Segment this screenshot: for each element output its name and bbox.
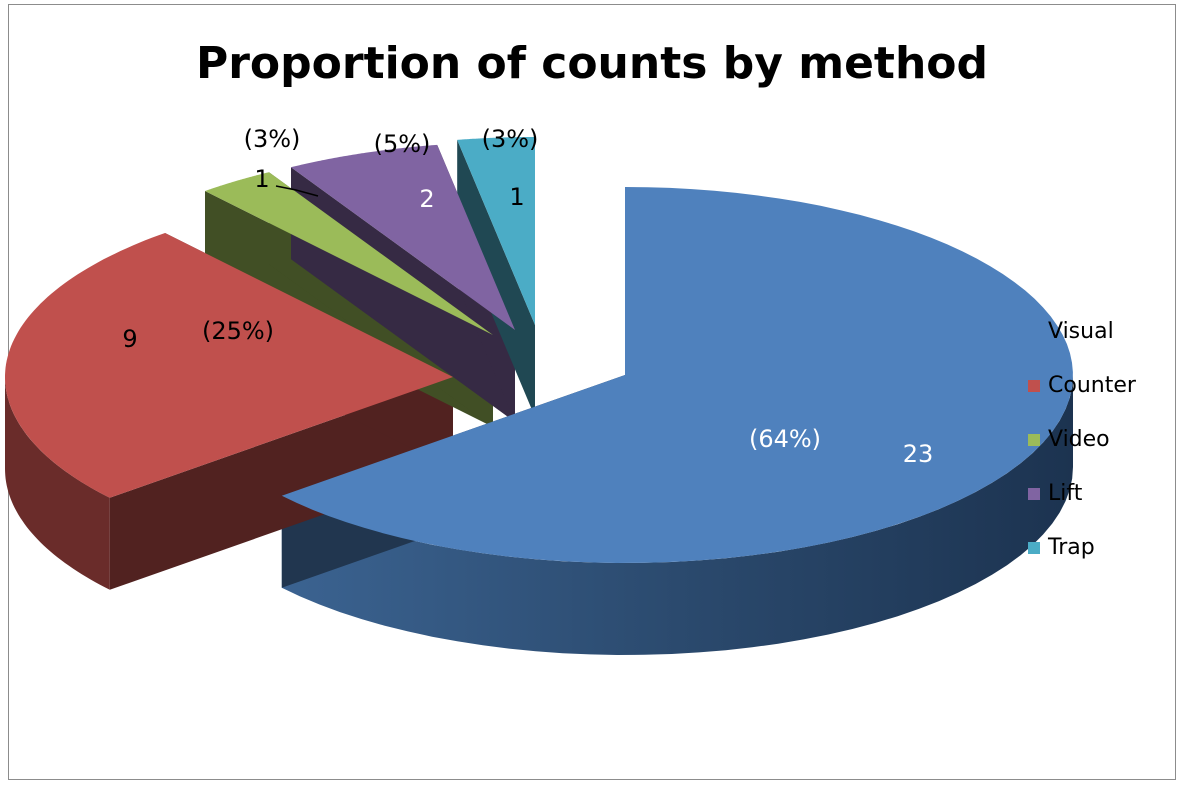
percent-label-counter: (25%) bbox=[202, 317, 274, 345]
slice-side-counter-0 bbox=[109, 377, 454, 590]
legend-label-counter: Counter bbox=[1048, 373, 1136, 398]
legend-swatch-lift bbox=[1028, 487, 1040, 500]
value-label-visual: 23 bbox=[903, 440, 934, 468]
legend: Visual Counter Video Lift Trap bbox=[1028, 318, 1136, 588]
slice-wall-visual bbox=[281, 375, 1073, 655]
legend-label-trap: Trap bbox=[1048, 535, 1095, 560]
legend-swatch-trap bbox=[1028, 541, 1040, 554]
slice-visual bbox=[281, 187, 1073, 563]
percent-label-video: (3%) bbox=[244, 125, 301, 153]
slice-counter bbox=[5, 233, 453, 498]
percent-label-visual: (64%) bbox=[749, 425, 821, 453]
slice-side-trap-0 bbox=[457, 139, 535, 417]
legend-item-video: Video bbox=[1028, 426, 1136, 453]
slice-wall-counter bbox=[5, 377, 110, 590]
chart-title: Proportion of counts by method bbox=[195, 38, 989, 89]
legend-item-lift: Lift bbox=[1028, 480, 1136, 507]
legend-label-video: Video bbox=[1048, 427, 1110, 452]
legend-swatch-visual bbox=[1028, 325, 1040, 338]
legend-item-visual: Visual bbox=[1028, 318, 1136, 345]
value-label-counter: 9 bbox=[122, 325, 137, 353]
value-label-trap: 1 bbox=[509, 183, 524, 211]
legend-label-visual: Visual bbox=[1048, 319, 1114, 344]
leader-line-video bbox=[275, 185, 319, 197]
percent-label-lift: (5%) bbox=[374, 130, 431, 158]
percent-label-trap: (3%) bbox=[482, 125, 539, 153]
value-label-lift: 2 bbox=[419, 185, 434, 213]
pie-tops bbox=[5, 137, 1073, 563]
legend-label-lift: Lift bbox=[1048, 481, 1083, 506]
slice-lift bbox=[291, 144, 515, 330]
legend-swatch-video bbox=[1028, 433, 1040, 446]
slice-trap bbox=[457, 137, 535, 325]
pie-labels: 23 (64%) 9 (25%) 1 (3%) 2 (5%) 1 (3%) bbox=[122, 125, 933, 468]
legend-swatch-counter bbox=[1028, 379, 1040, 392]
slice-video bbox=[205, 172, 493, 335]
value-label-video: 1 bbox=[254, 165, 269, 193]
legend-item-counter: Counter bbox=[1028, 372, 1136, 399]
legend-item-trap: Trap bbox=[1028, 534, 1136, 561]
